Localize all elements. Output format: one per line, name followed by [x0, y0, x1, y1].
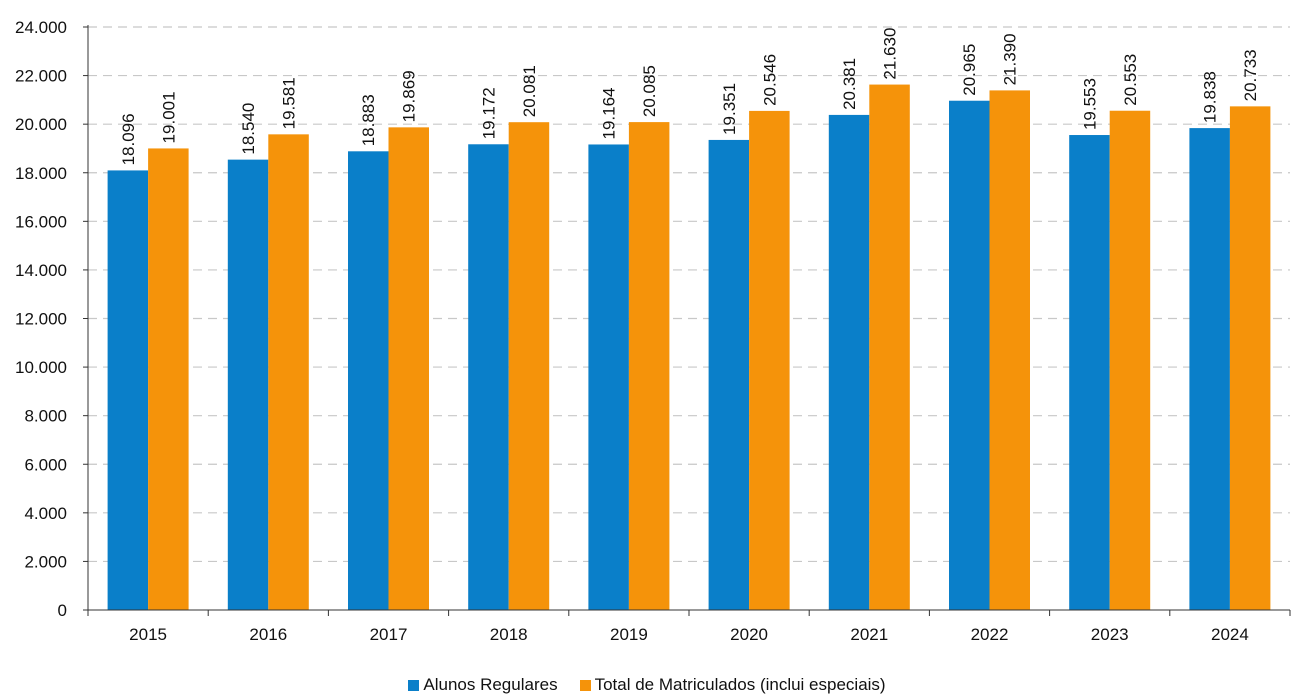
x-tick-label-2024: 2024	[1211, 625, 1249, 644]
bar-alunos-regulares-2024	[1189, 128, 1230, 610]
y-tick-label: 0	[58, 601, 67, 620]
y-tick-label: 24.000	[15, 18, 67, 37]
data-label-total-matriculados-2024: 20.733	[1241, 49, 1260, 101]
y-tick-label: 14.000	[15, 261, 67, 280]
y-tick-label: 12.000	[15, 310, 67, 329]
bar-alunos-regulares-2017	[348, 151, 389, 610]
data-label-alunos-regulares-2018: 19.172	[479, 87, 498, 139]
data-label-alunos-regulares-2023: 19.553	[1080, 78, 1099, 130]
data-label-alunos-regulares-2019: 19.164	[600, 87, 619, 139]
y-tick-label: 16.000	[15, 212, 67, 231]
bar-alunos-regulares-2021	[828, 114, 870, 610]
bar-total-matriculados-2017	[388, 127, 429, 610]
x-tick-label-2015: 2015	[129, 625, 167, 644]
data-label-total-matriculados-2021: 21.630	[881, 28, 900, 80]
bar-total-matriculados-2020	[749, 110, 790, 611]
y-tick-label: 20.000	[15, 115, 67, 134]
bar-alunos-regulares-2019	[588, 144, 629, 611]
data-label-total-matriculados-2023: 20.553	[1121, 54, 1140, 106]
bar-total-matriculados-2023	[1109, 110, 1151, 611]
y-tick-label: 10.000	[15, 358, 67, 377]
data-labels: 18.096 19.001 18.540 19.581 18.883 19.869 19.1…	[119, 28, 1260, 166]
legend-swatch-total-matriculados	[579, 679, 591, 691]
bar-alunos-regulares-2016	[227, 159, 269, 610]
data-label-alunos-regulares-2022: 20.965	[960, 44, 979, 96]
x-tick-label-2022: 2022	[971, 625, 1009, 644]
bar-total-matriculados-2021	[869, 84, 910, 611]
bars	[107, 84, 1271, 611]
x-tick-label-2021: 2021	[850, 625, 888, 644]
data-label-alunos-regulares-2020: 19.351	[720, 83, 739, 135]
data-label-total-matriculados-2016: 19.581	[280, 77, 299, 129]
x-tick-label-2023: 2023	[1091, 625, 1129, 644]
bar-alunos-regulares-2023	[1069, 135, 1110, 611]
x-tick-label-2018: 2018	[490, 625, 528, 644]
bar-total-matriculados-2022	[989, 90, 1030, 611]
x-tick-label-2019: 2019	[610, 625, 648, 644]
y-tick-label: 18.000	[15, 164, 67, 183]
legend-item-alunos-regulares: Alunos Regulares	[408, 675, 558, 695]
legend-label-total-matriculados: Total de Matriculados (inclui especiais)	[594, 675, 886, 694]
data-label-total-matriculados-2015: 19.001	[159, 91, 178, 143]
y-tick-label: 8.000	[24, 407, 67, 426]
x-tick-label-2017: 2017	[370, 625, 408, 644]
data-label-alunos-regulares-2017: 18.883	[359, 94, 378, 146]
bar-chart: 18.096 19.001 18.540 19.581 18.883 19.869 19.1…	[15, 18, 1291, 644]
data-label-alunos-regulares-2021: 20.381	[840, 58, 859, 110]
legend-item-total-matriculados: Total de Matriculados (inclui especiais)	[579, 675, 886, 695]
data-label-alunos-regulares-2016: 18.540	[239, 103, 258, 155]
bar-total-matriculados-2015	[148, 148, 189, 611]
bar-total-matriculados-2024	[1229, 106, 1271, 611]
bar-total-matriculados-2016	[268, 134, 309, 610]
bar-total-matriculados-2019	[628, 122, 670, 611]
legend-label-alunos-regulares: Alunos Regulares	[423, 675, 558, 694]
data-label-total-matriculados-2020: 20.546	[760, 54, 779, 106]
y-tick-label: 6.000	[24, 455, 67, 474]
bar-alunos-regulares-2018	[468, 144, 509, 611]
x-tick-label-2016: 2016	[249, 625, 287, 644]
bar-alunos-regulares-2020	[708, 139, 750, 611]
bar-alunos-regulares-2015	[107, 170, 149, 610]
x-tick-label-2020: 2020	[730, 625, 768, 644]
data-label-total-matriculados-2018: 20.081	[520, 65, 539, 117]
data-label-alunos-regulares-2015: 18.096	[119, 113, 138, 165]
legend: Alunos Regulares Total de Matriculados (…	[0, 675, 1294, 695]
legend-swatch-alunos-regulares	[408, 679, 420, 691]
data-label-total-matriculados-2019: 20.085	[640, 65, 659, 117]
data-label-total-matriculados-2017: 19.869	[400, 70, 419, 122]
axes: 0 2.000 4.000 6.000 8.000 10.000 12.000 14.000 1…	[15, 18, 1291, 644]
bar-total-matriculados-2018	[508, 122, 550, 611]
data-label-total-matriculados-2022: 21.390	[1001, 33, 1020, 85]
bar-alunos-regulares-2022	[949, 100, 990, 610]
y-tick-label: 4.000	[24, 504, 67, 523]
y-tick-label: 22.000	[15, 67, 67, 86]
y-tick-label: 2.000	[24, 552, 67, 571]
data-label-alunos-regulares-2024: 19.838	[1201, 71, 1220, 123]
